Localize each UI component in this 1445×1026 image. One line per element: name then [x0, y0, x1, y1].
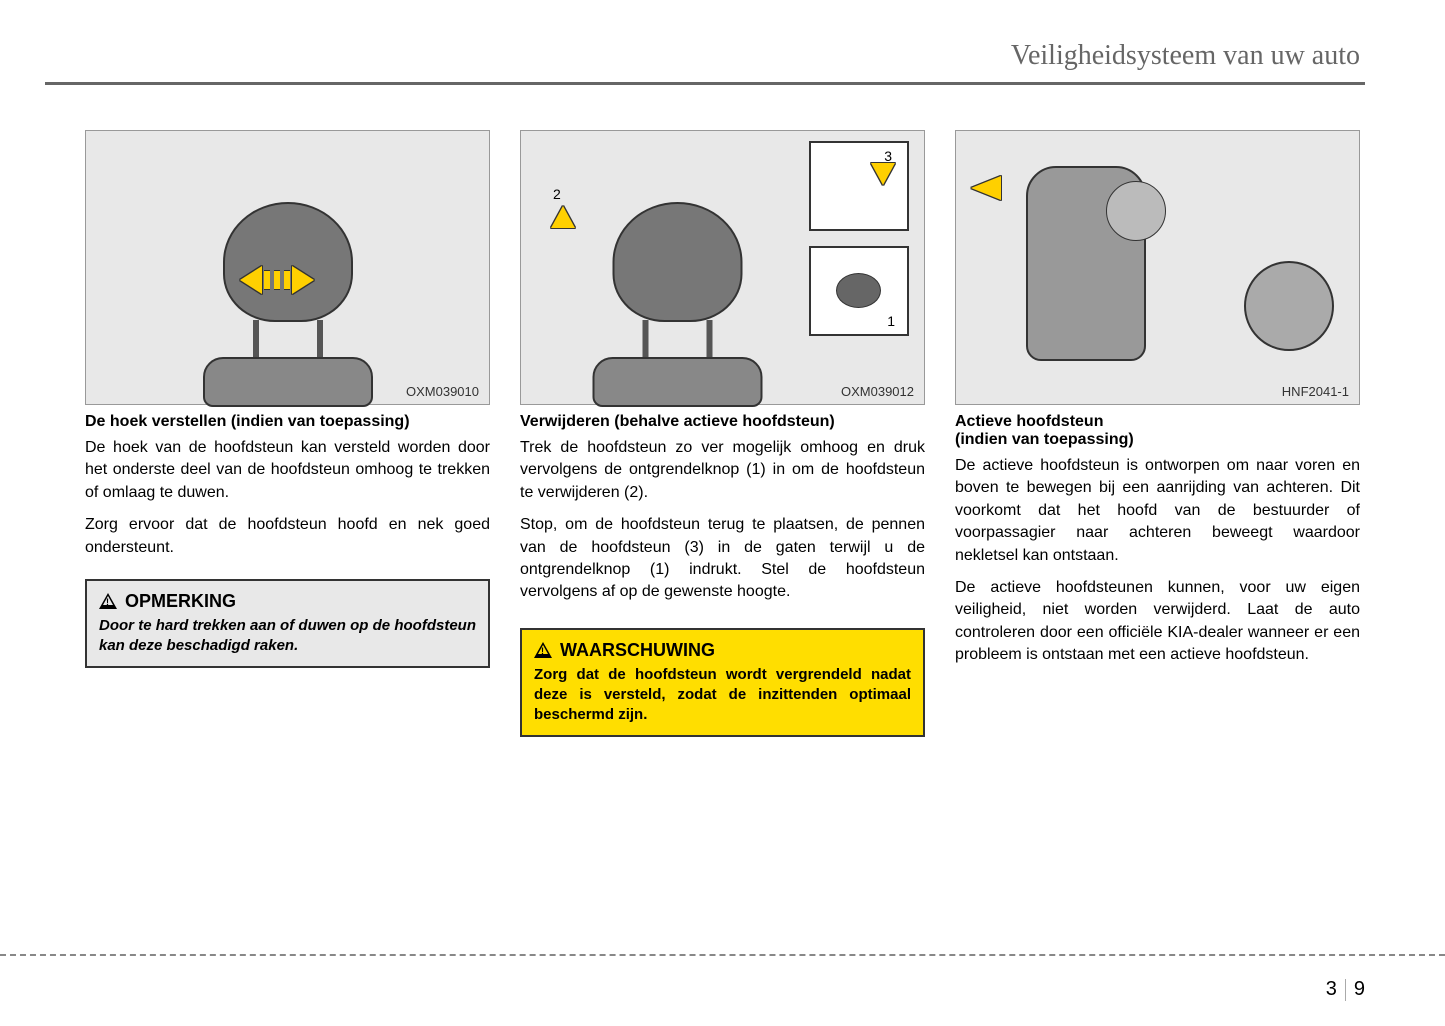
active-headrest-illustration	[956, 131, 1359, 404]
notice-title-text: OPMERKING	[125, 591, 236, 612]
col1-title: De hoek verstellen (indien van toepassin…	[85, 413, 490, 431]
release-button-graphic	[836, 273, 881, 308]
column-2: 2 3 1 OXM039012 Verwijderen (behalve act…	[520, 130, 925, 737]
headrest-illustration	[223, 202, 353, 322]
col1-para1: De hoek van de hoofdsteun kan versteld w…	[85, 437, 490, 504]
warning-title: WAARSCHUWING	[534, 640, 911, 661]
figure-2: 2 3 1 OXM039012	[520, 130, 925, 405]
steering-wheel-graphic	[1244, 261, 1334, 351]
notice-text: Door te hard trekken aan of duwen op de …	[99, 616, 476, 657]
notice-box: OPMERKING Door te hard trekken aan of du…	[85, 579, 490, 669]
column-1: OXM039010 De hoek verstellen (indien van…	[85, 130, 490, 737]
arrow-forward-top-icon	[971, 176, 1001, 200]
label-3: 3	[884, 148, 892, 164]
footer-dashed-line	[0, 954, 1445, 956]
col2-title: Verwijderen (behalve actieve hoofdsteun)	[520, 413, 925, 431]
figure-1-label: OXM039010	[406, 384, 479, 399]
arrow-up-icon	[551, 206, 575, 228]
col3-subtitle: (indien van toepassing)	[955, 431, 1360, 449]
page-header: Veiligheidsysteem van uw auto	[1011, 40, 1360, 72]
label-2: 2	[553, 186, 561, 202]
warning-icon	[534, 642, 552, 658]
label-1: 1	[887, 313, 895, 329]
section-number: 3	[1326, 978, 1337, 1001]
inset-top: 3	[809, 141, 909, 231]
caution-icon	[99, 593, 117, 609]
person-head-graphic	[1106, 181, 1166, 241]
adjust-arrow-icon	[240, 266, 314, 294]
figure-3: HNF2041-1	[955, 130, 1360, 405]
column-3: HNF2041-1 Actieve hoofdsteun (indien van…	[955, 130, 1360, 737]
notice-title: OPMERKING	[99, 591, 476, 612]
page-separator	[1345, 979, 1346, 1001]
col2-para2: Stop, om de hoofdsteun terug te plaatsen…	[520, 514, 925, 604]
figure-2-label: OXM039012	[841, 384, 914, 399]
col2-para1: Trek de hoofdsteun zo ver mogelijk omhoo…	[520, 437, 925, 504]
headrest-illustration-2	[612, 202, 742, 322]
content-area: OXM039010 De hoek verstellen (indien van…	[85, 130, 1360, 737]
page-number-value: 9	[1354, 978, 1365, 1001]
arrow-down-icon	[871, 163, 895, 185]
inset-bottom: 1	[809, 246, 909, 336]
warning-text: Zorg dat de hoofdsteun wordt vergrendeld…	[534, 665, 911, 726]
figure-1: OXM039010	[85, 130, 490, 405]
col3-para2: De actieve hoofdsteunen kunnen, voor uw …	[955, 577, 1360, 667]
header-rule	[45, 82, 1365, 85]
warning-title-text: WAARSCHUWING	[560, 640, 715, 661]
col1-para2: Zorg ervoor dat de hoofdsteun hoofd en n…	[85, 514, 490, 559]
col3-title: Actieve hoofdsteun	[955, 413, 1360, 431]
figure-3-label: HNF2041-1	[1282, 384, 1349, 399]
warning-box: WAARSCHUWING Zorg dat de hoofdsteun word…	[520, 628, 925, 738]
col3-para1: De actieve hoofdsteun is ontworpen om na…	[955, 455, 1360, 567]
page-number: 3 9	[1326, 978, 1365, 1001]
